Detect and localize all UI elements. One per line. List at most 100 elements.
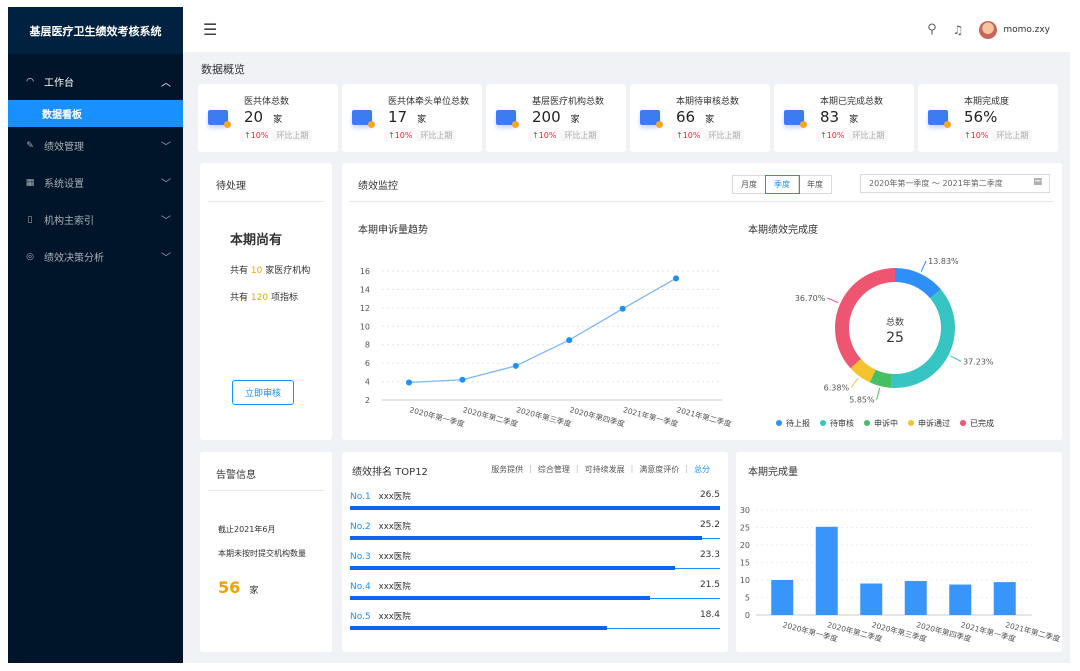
stat-trend: ↑10% 环比上期 xyxy=(532,130,601,141)
ranking-tab[interactable]: 满意度评价 xyxy=(639,465,680,474)
sidebar-item-label: 系统设置 xyxy=(44,179,84,190)
rank-bar xyxy=(350,506,720,510)
line-chart: 2468101214162020年第一季度2020年第二季度2020年第三季度2… xyxy=(360,267,733,429)
pending-indicators: 共有 120 项指标 xyxy=(230,293,298,303)
legend-item[interactable]: 申诉通过 xyxy=(908,418,950,429)
rank-bar xyxy=(350,596,651,600)
tab-separator: | xyxy=(529,464,532,473)
data-point xyxy=(459,376,466,383)
date-range-picker[interactable]: 2020年第一季度 ～ 2021年第二季度 ▤ xyxy=(860,174,1050,193)
pending-orgs: 共有 10 家医疗机构 xyxy=(230,266,311,276)
label-leader xyxy=(827,297,839,304)
sidebar: 基层医疗卫生绩效考核系统 ◠ 工作台 ︿ 数据看板 ✎ 绩效管理 ﹀ ▦ 系统设置 ﹀ ▯ 机… xyxy=(8,7,183,663)
rank-bar-track xyxy=(350,596,720,600)
search-icon[interactable]: ⚲ xyxy=(927,22,937,37)
period-month[interactable]: 月度 xyxy=(733,176,766,193)
period-year[interactable]: 年度 xyxy=(807,180,823,189)
legend-label: 已完成 xyxy=(970,419,994,428)
y-tick-label: 4 xyxy=(365,378,370,387)
y-tick-label: 10 xyxy=(740,576,750,585)
ranking-tab[interactable]: 服务提供 xyxy=(491,465,524,474)
slice-label: 6.38% xyxy=(824,384,850,393)
sidebar-item-data-board[interactable]: 数据看板 xyxy=(8,100,183,127)
sidebar-item-index[interactable]: ▯ 机构主索引 ﹀ xyxy=(8,201,183,238)
x-tick-label: 2021年第二季度 xyxy=(675,404,733,428)
legend-label: 申诉中 xyxy=(874,419,898,428)
stat-card: 本期已完成总数 83 家 ↑10% 环比上期 xyxy=(774,84,914,152)
legend-item[interactable]: 待上报 xyxy=(776,418,810,429)
label-leader xyxy=(850,377,859,388)
app-title: 基层医疗卫生绩效考核系统 xyxy=(8,7,183,54)
legend-label: 申诉通过 xyxy=(918,419,950,428)
ranking-tab[interactable]: 可持续发展 xyxy=(584,465,625,474)
label-leader xyxy=(876,387,881,400)
legend-dot xyxy=(864,420,870,426)
table-icon: ▦ xyxy=(25,177,35,188)
data-point xyxy=(406,379,412,386)
rank-no: No.4 xyxy=(350,582,371,592)
period-quarter[interactable]: 季度 xyxy=(765,175,800,194)
alert-panel: 告警信息 截止2021年6月 本期未按时提交机构数量 56 家 xyxy=(200,452,332,652)
donut-slice xyxy=(890,289,955,388)
stat-value: 66 家 xyxy=(676,108,715,126)
donut-center-label: 总数 xyxy=(886,316,904,328)
rank-bar-track xyxy=(350,506,720,510)
rank-no: No.2 xyxy=(350,522,371,532)
review-now-button[interactable]: 立即审核 xyxy=(232,380,295,405)
topbar: ☰ ⚲ ♫ momo.zxy xyxy=(183,7,1070,52)
menu-fold-icon[interactable]: ☰ xyxy=(203,20,218,39)
donut-center-value: 25 xyxy=(886,330,904,346)
donut-slice xyxy=(869,369,892,388)
rank-name: xxx医院 xyxy=(378,582,411,592)
legend-item[interactable]: 已完成 xyxy=(960,418,994,429)
bar xyxy=(771,580,794,615)
legend-dot xyxy=(908,420,914,426)
id-card-icon xyxy=(640,110,663,128)
date-range-value: 2020年第一季度 ～ 2021年第二季度 xyxy=(869,179,1003,188)
stat-value: 200 家 xyxy=(532,108,580,126)
stat-value: 83 家 xyxy=(820,108,859,126)
ranking-tab[interactable]: 综合管理 xyxy=(537,465,570,474)
stat-card: 基层医疗机构总数 200 家 ↑10% 环比上期 xyxy=(486,84,626,152)
avatar xyxy=(979,20,998,39)
legend-label: 待审核 xyxy=(830,419,854,428)
slice-label: 36.70% xyxy=(795,294,826,303)
sidebar-item-label: 机构主索引 xyxy=(44,216,94,227)
donut-chart-title: 本期绩效完成度 xyxy=(748,225,818,236)
stat-trend: ↑10% 环比上期 xyxy=(820,130,889,141)
label-leader xyxy=(950,355,962,362)
tab-separator: | xyxy=(685,464,688,473)
stat-card: 医共体总数 20 家 ↑10% 环比上期 xyxy=(198,84,338,152)
data-point xyxy=(673,275,679,282)
ranking-tab[interactable]: 总分 xyxy=(694,465,710,474)
data-point xyxy=(512,362,519,369)
slice-label: 5.85% xyxy=(849,396,875,405)
rank-no: No.3 xyxy=(350,552,371,562)
y-tick-label: 10 xyxy=(360,322,370,331)
x-tick-label: 2020年第二季度 xyxy=(462,404,520,428)
bell-icon[interactable]: ♫ xyxy=(952,22,964,37)
pending-panel: 待处理 本期尚有 共有 10 家医疗机构 共有 120 项指标 立即审核 xyxy=(200,163,332,440)
rank-name: xxx医院 xyxy=(378,552,411,562)
sidebar-item-settings[interactable]: ▦ 系统设置 ﹀ xyxy=(8,164,183,201)
legend-item[interactable]: 待审核 xyxy=(820,418,854,429)
legend-dot xyxy=(776,420,782,426)
line-chart-title: 本期申诉量趋势 xyxy=(358,225,428,236)
user-menu[interactable]: momo.zxy xyxy=(979,20,1050,39)
legend-item[interactable]: 申诉中 xyxy=(864,418,898,429)
rank-no: No.5 xyxy=(350,612,371,622)
period-toggle: 月度 季度 年度 xyxy=(732,175,832,194)
sidebar-item-performance[interactable]: ✎ 绩效管理 ﹀ xyxy=(8,127,183,164)
sidebar-item-workbench[interactable]: ◠ 工作台 ︿ xyxy=(8,63,183,100)
y-tick-label: 15 xyxy=(740,559,750,568)
bar-chart-title: 本期完成量 xyxy=(748,467,798,478)
sidebar-item-analysis[interactable]: ◎ 绩效决策分析 ﹀ xyxy=(8,238,183,275)
ranking-row: No.4 xxx医院 21.5 xyxy=(350,580,720,610)
y-tick-label: 2 xyxy=(365,396,370,405)
legend-label: 待上报 xyxy=(786,419,810,428)
y-tick-label: 25 xyxy=(740,524,750,533)
stat-title: 医共体总数 xyxy=(244,97,290,107)
divider xyxy=(350,201,1054,202)
rank-bar xyxy=(350,566,676,570)
rank-name: xxx医院 xyxy=(378,522,411,532)
